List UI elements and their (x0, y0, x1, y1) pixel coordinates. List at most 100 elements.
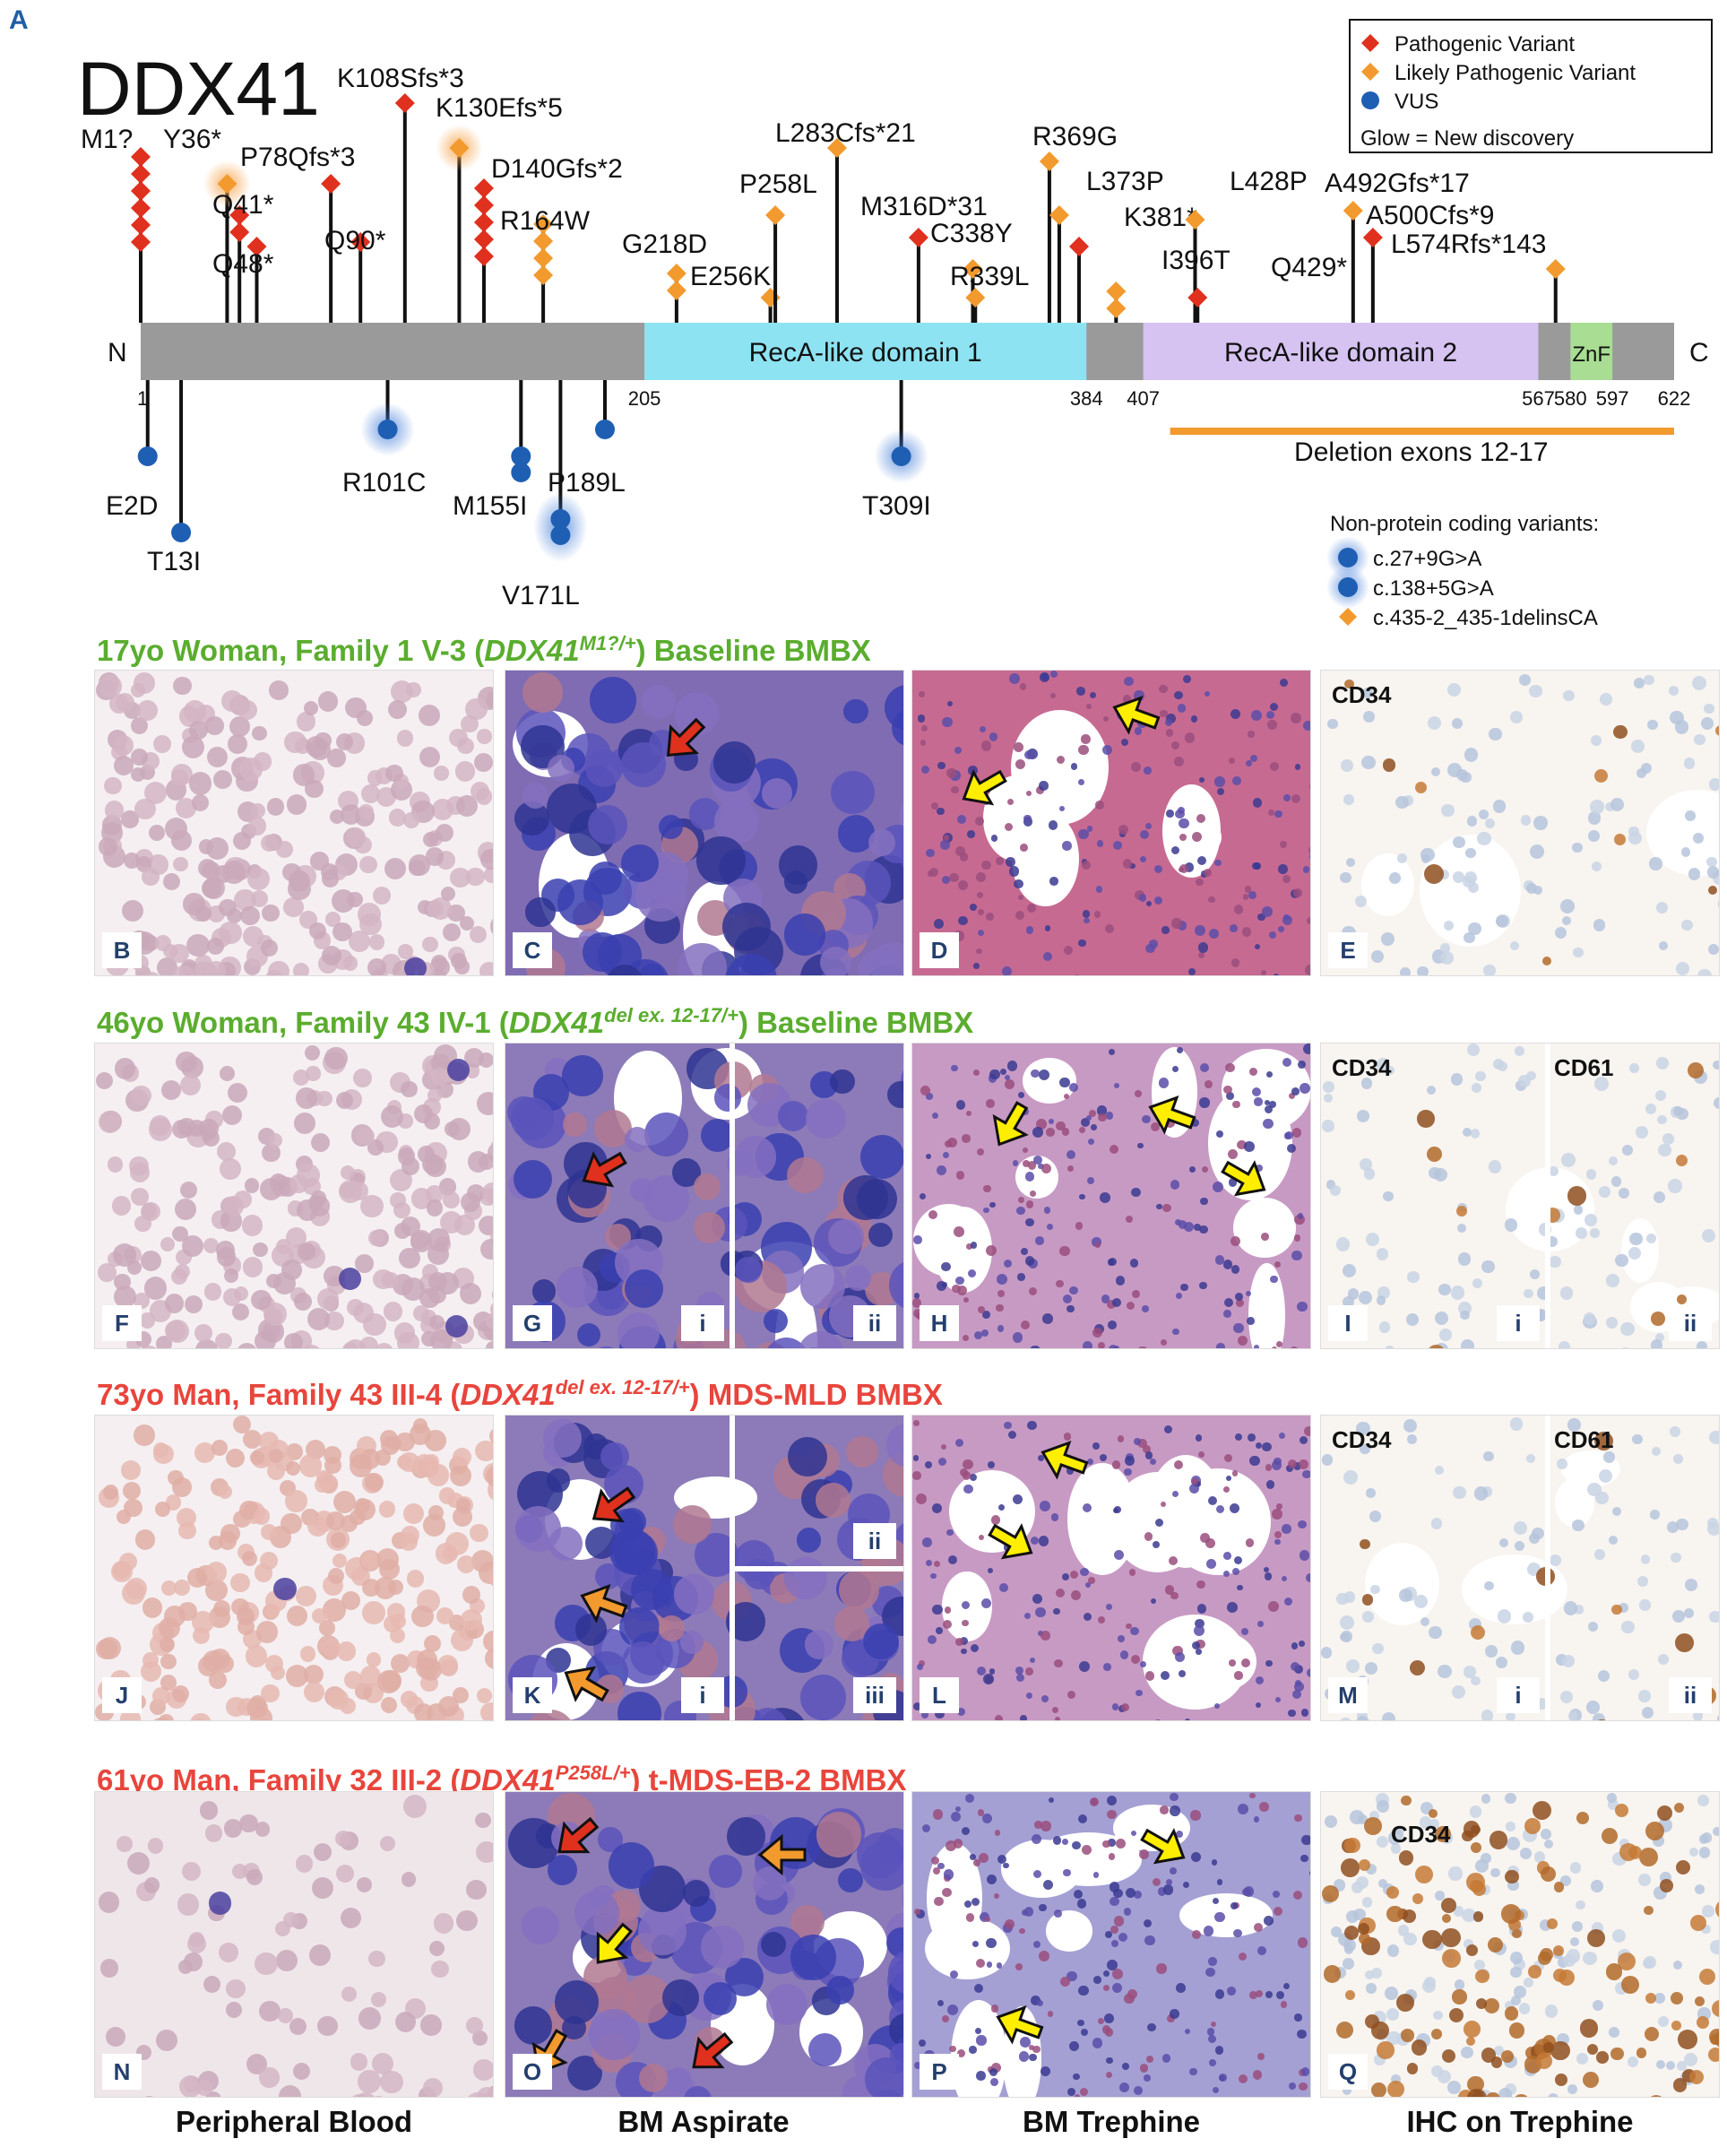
cell-shape (354, 2092, 376, 2097)
cell-shape (1365, 2013, 1380, 2029)
cell-shape (1354, 895, 1368, 908)
cell-shape (1124, 676, 1134, 687)
cell-shape (136, 699, 158, 721)
cell-shape (368, 934, 385, 950)
cell-shape (1512, 2094, 1530, 2097)
cell-shape (1628, 1668, 1639, 1681)
cell-shape (901, 844, 903, 875)
cell-shape (1214, 1912, 1225, 1923)
cell-shape (105, 2027, 125, 2047)
cell-shape (1462, 1830, 1473, 1842)
cell-shape (287, 1606, 308, 1627)
cell-shape (934, 1561, 941, 1568)
cell-shape (1709, 1430, 1719, 1445)
cell-shape (156, 2029, 177, 2051)
cell-shape (1022, 1909, 1029, 1916)
cell-shape (955, 1805, 962, 1812)
cell-shape (1054, 1717, 1060, 1720)
cell-shape (1144, 1935, 1155, 1946)
cell-shape (1411, 2039, 1428, 2056)
variant-label: D140Gfs*2 (491, 154, 623, 184)
cell-shape (693, 1211, 725, 1243)
cell-shape (949, 1970, 958, 1979)
cell-shape (1196, 1649, 1202, 1655)
cell-shape (366, 1652, 382, 1667)
cell-shape (965, 1110, 972, 1117)
cell-shape (225, 2001, 242, 2018)
cell-shape (744, 1559, 775, 1590)
cell-shape (159, 1714, 174, 1720)
cell-shape (763, 1308, 789, 1334)
cell-shape (488, 1572, 493, 1589)
cell-shape (1066, 1970, 1077, 1982)
cell-shape (466, 1879, 487, 1901)
cell-shape (1435, 1891, 1445, 1901)
cell-shape (1364, 1661, 1377, 1675)
cell-shape (1514, 1520, 1527, 1535)
cell-shape (1239, 1952, 1248, 1961)
cell-shape (1647, 719, 1658, 731)
cell-shape (1605, 801, 1615, 812)
cell-shape (1248, 731, 1255, 738)
cell-shape (1483, 964, 1496, 975)
cell-shape (116, 1836, 133, 1852)
cell-shape (1340, 758, 1353, 772)
cell-shape (700, 1925, 744, 1969)
cell-shape (401, 1691, 419, 1708)
cell-shape (547, 754, 575, 783)
cell-shape (1097, 1615, 1106, 1623)
cell-shape (1396, 853, 1407, 863)
cell-shape (96, 1638, 117, 1660)
cell-shape (437, 1696, 459, 1718)
cell-shape (1161, 1338, 1167, 1346)
cell-shape (1197, 951, 1205, 959)
cell-shape (1274, 1530, 1282, 1538)
variant-diamond (533, 248, 554, 268)
column-label-peripheral-blood: Peripheral Blood (175, 2105, 413, 2138)
cell-shape (1378, 1321, 1391, 1333)
cell-shape (181, 1862, 202, 1882)
cell-shape (1018, 1197, 1024, 1204)
cell-shape (163, 1605, 186, 1627)
cell-shape (1208, 2059, 1216, 2067)
cell-shape (978, 908, 985, 915)
cell-shape (1223, 1310, 1231, 1318)
cell-shape (1505, 2006, 1519, 2021)
cell-shape (1217, 788, 1225, 796)
cell-shape (1340, 871, 1351, 884)
cell-shape (996, 1962, 1002, 1969)
cell-shape (980, 740, 992, 751)
cell-shape (932, 1604, 943, 1615)
cell-shape (1386, 1886, 1399, 1900)
cell-shape (1119, 1650, 1129, 1660)
cell-shape (1593, 768, 1609, 784)
cell-shape (311, 1132, 331, 1153)
cell-shape (1269, 1101, 1277, 1109)
cell-shape (205, 2091, 221, 2097)
cell-shape (1028, 1287, 1037, 1296)
cell-shape (1343, 794, 1355, 805)
cell-shape (1097, 2017, 1104, 2024)
cell-shape (522, 783, 548, 809)
cell-shape (130, 717, 148, 734)
cell-shape (460, 915, 475, 931)
cell-shape (483, 1631, 493, 1653)
cell-shape (989, 2078, 998, 2087)
cell-shape (1144, 2074, 1151, 2082)
cell-shape (114, 1058, 136, 1079)
cell-shape (989, 2067, 998, 2076)
cell-shape (967, 1268, 977, 1278)
cell-shape (799, 1675, 846, 1720)
ihc-stain-label: CD34 (1391, 1821, 1451, 1848)
cell-shape (1495, 1657, 1508, 1669)
cell-shape (1032, 2045, 1041, 2054)
cell-shape (1182, 1881, 1189, 1889)
cell-shape (1717, 1712, 1719, 1720)
cell-shape (1434, 1342, 1449, 1348)
cell-shape (1129, 1258, 1139, 1268)
cell-shape (434, 766, 449, 781)
variant-label: P189L (548, 468, 626, 498)
cell-shape (1179, 864, 1189, 874)
cell-shape (807, 2032, 842, 2066)
variant-q48: Q48* (212, 237, 274, 323)
